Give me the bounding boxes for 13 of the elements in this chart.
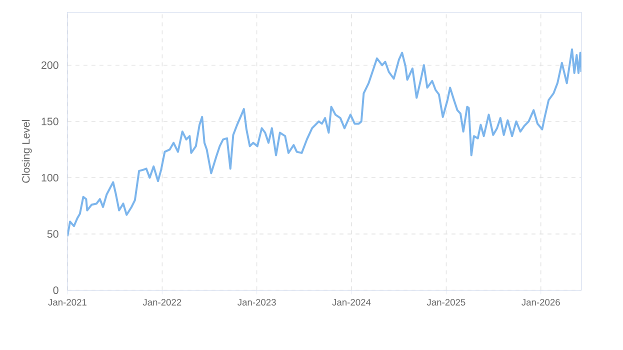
y-tick-label: 0 xyxy=(53,286,58,294)
y-tick-label: 200 xyxy=(42,61,58,69)
y-tick-label: 50 xyxy=(47,230,58,238)
line-series xyxy=(67,48,582,238)
x-tick-label: Jan-2025 xyxy=(426,298,466,306)
y-axis-title: Closing Level xyxy=(22,120,32,183)
y-tick-label: 150 xyxy=(42,118,58,126)
x-tick-label: Jan-2022 xyxy=(142,298,182,306)
x-tick-label: Jan-2023 xyxy=(238,298,276,306)
y-tick-label: 100 xyxy=(42,174,58,182)
x-tick-label: Jan-2024 xyxy=(332,298,371,306)
x-tick-label: Jan-2021 xyxy=(48,298,86,306)
x-tick-label: Jan-2026 xyxy=(522,298,560,306)
